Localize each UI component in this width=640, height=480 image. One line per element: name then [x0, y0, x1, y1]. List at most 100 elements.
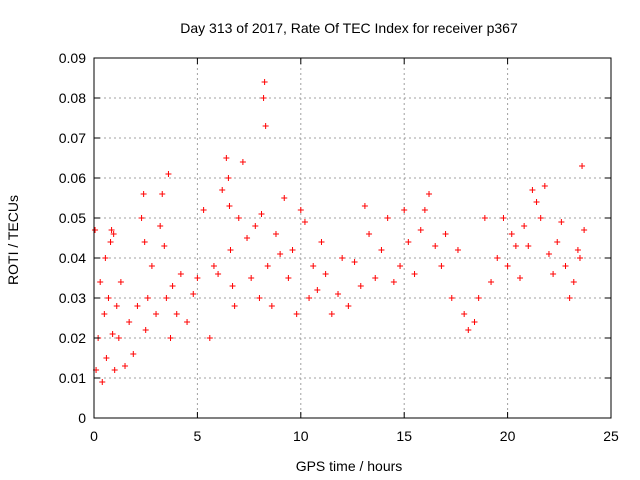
data-point	[148, 263, 155, 269]
data-point	[285, 275, 292, 281]
data-point	[537, 215, 544, 221]
x-tick-label: 10	[293, 428, 309, 444]
data-point	[261, 79, 268, 85]
y-tick-label: 0.07	[59, 130, 86, 146]
data-point	[448, 295, 455, 301]
data-point	[239, 159, 246, 165]
y-tick-label: 0.01	[59, 370, 86, 386]
x-tick-label: 25	[603, 428, 619, 444]
y-tick-label: 0.06	[59, 170, 86, 186]
data-point	[281, 195, 288, 201]
data-point	[293, 311, 300, 317]
data-point	[574, 247, 581, 253]
data-point	[558, 219, 565, 225]
data-point	[432, 243, 439, 249]
data-point	[200, 207, 207, 213]
y-axis-label: ROTI / TECUs	[5, 195, 21, 285]
data-point	[306, 295, 313, 301]
data-point	[461, 311, 468, 317]
x-axis-label: GPS time / hours	[296, 458, 403, 474]
data-point	[258, 211, 265, 217]
data-point	[339, 255, 346, 261]
data-point	[226, 203, 233, 209]
y-tick-label: 0.09	[59, 50, 86, 66]
data-point	[272, 231, 279, 237]
data-point	[210, 263, 217, 269]
data-point	[411, 271, 418, 277]
data-point	[173, 311, 180, 317]
data-point	[227, 247, 234, 253]
data-point	[310, 263, 317, 269]
data-point	[169, 283, 176, 289]
data-point	[153, 311, 160, 317]
x-axis: 0 5 10 15 20 25	[90, 58, 619, 444]
data-point	[581, 227, 588, 233]
data-point	[229, 283, 236, 289]
data-point	[579, 163, 586, 169]
data-point	[494, 255, 501, 261]
data-point	[372, 275, 379, 281]
data-point	[219, 187, 226, 193]
data-point	[442, 231, 449, 237]
data-point	[268, 303, 275, 309]
data-point	[138, 215, 145, 221]
data-point	[562, 263, 569, 269]
data-point	[570, 279, 577, 285]
data-point	[521, 223, 528, 229]
data-point	[438, 263, 445, 269]
data-point	[297, 207, 304, 213]
data-point	[97, 279, 104, 285]
data-point	[512, 243, 519, 249]
data-point	[417, 227, 424, 233]
data-point	[110, 231, 117, 237]
x-tick-label: 20	[500, 428, 516, 444]
data-point	[134, 303, 141, 309]
y-tick-label: 0.05	[59, 210, 86, 226]
data-point	[115, 335, 122, 341]
data-point	[481, 215, 488, 221]
data-point	[426, 191, 433, 197]
y-tick-label: 0.03	[59, 290, 86, 306]
x-tick-label: 5	[194, 428, 202, 444]
data-point	[117, 279, 124, 285]
data-point	[248, 275, 255, 281]
data-point	[225, 175, 232, 181]
data-point	[397, 263, 404, 269]
data-point	[105, 295, 112, 301]
data-point	[159, 191, 166, 197]
data-point	[328, 311, 335, 317]
data-point	[157, 223, 164, 229]
data-point	[314, 287, 321, 293]
data-point	[335, 291, 342, 297]
data-point	[566, 295, 573, 301]
data-point	[277, 251, 284, 257]
data-point	[475, 295, 482, 301]
data-point	[113, 303, 120, 309]
data-point	[351, 259, 358, 265]
data-point	[361, 203, 368, 209]
grid-lines	[94, 58, 611, 418]
data-point	[102, 255, 109, 261]
data-point	[405, 239, 412, 245]
data-point	[301, 219, 308, 225]
y-axis: 0 0.01 0.02 0.03 0.04 0.05 0.06 0.07 0.08 0.09	[59, 50, 611, 426]
data-point	[357, 283, 364, 289]
data-point	[256, 295, 263, 301]
x-tick-label: 0	[90, 428, 98, 444]
data-point	[471, 319, 478, 325]
data-point	[550, 271, 557, 277]
data-point	[190, 291, 197, 297]
data-point	[421, 207, 428, 213]
y-tick-label: 0.08	[59, 90, 86, 106]
data-point	[141, 239, 148, 245]
data-point	[554, 239, 561, 245]
x-tick-label: 15	[396, 428, 412, 444]
data-point	[108, 227, 115, 233]
data-point	[517, 275, 524, 281]
data-point	[122, 363, 129, 369]
data-point	[103, 355, 110, 361]
data-point	[215, 271, 222, 277]
data-point	[401, 207, 408, 213]
